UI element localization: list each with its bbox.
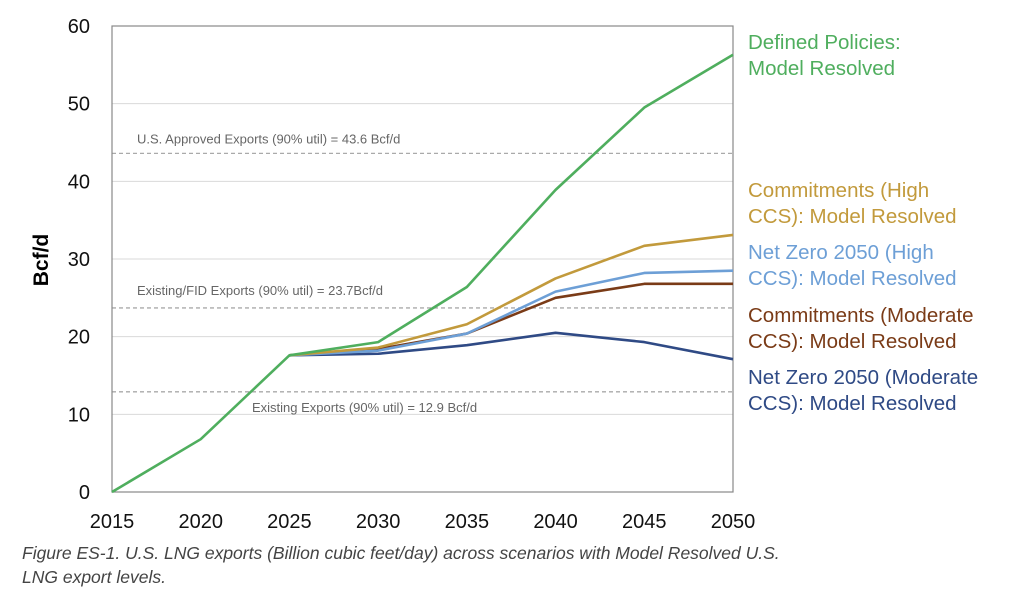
y-tick-label: 20 xyxy=(68,327,90,349)
y-tick-label: 60 xyxy=(68,16,90,38)
legend-entry: Commitments (High CCS): Model Resolved xyxy=(748,178,957,230)
x-tick-label: 2025 xyxy=(267,511,312,533)
series-line xyxy=(289,331,734,361)
figure-caption: Figure ES-1. U.S. LNG exports (Billion c… xyxy=(22,541,982,589)
legend-entry-line: CCS): Model Resolved xyxy=(748,205,957,228)
caption-line-1: Figure ES-1. U.S. LNG exports (Billion c… xyxy=(22,543,780,563)
legend-entry-line: Defined Policies: xyxy=(748,31,901,54)
caption-line-2: LNG export levels. xyxy=(22,567,166,587)
series-line xyxy=(289,233,734,357)
y-tick-label: 30 xyxy=(68,249,90,271)
x-tick-label: 2050 xyxy=(711,511,756,533)
y-tick-label: 10 xyxy=(68,404,90,426)
legend-entry: Commitments (Moderate CCS): Model Resolve… xyxy=(748,303,974,355)
series-line xyxy=(111,53,734,494)
x-tick-label: 2030 xyxy=(356,511,401,533)
legend-entry: Net Zero 2050 (High CCS): Model Resolved xyxy=(748,240,957,292)
x-tick-label: 2045 xyxy=(622,511,667,533)
y-tick-label: 50 xyxy=(68,94,90,116)
legend-entry-line: Commitments (Moderate xyxy=(748,304,974,327)
x-tick-label: 2015 xyxy=(90,511,135,533)
legend-entry: Defined Policies: Model Resolved xyxy=(748,30,901,82)
y-axis-label: Bcf/d xyxy=(30,234,53,287)
legend-entry-line: CCS): Model Resolved xyxy=(748,267,957,290)
reference-line-label: Existing Exports (90% util) = 12.9 Bcf/d xyxy=(252,400,477,415)
x-tick-label: 2020 xyxy=(178,511,223,533)
reference-line-label: Existing/FID Exports (90% util) = 23.7Bc… xyxy=(137,283,383,298)
legend-entry-line: Net Zero 2050 (High xyxy=(748,241,934,264)
legend-entry-line: Commitments (High xyxy=(748,179,930,202)
legend-entry-line: Model Resolved xyxy=(748,57,895,80)
legend-entry-line: CCS): Model Resolved xyxy=(748,330,957,353)
y-tick-label: 0 xyxy=(79,482,90,504)
legend-entry-line: Net Zero 2050 (Moderate xyxy=(748,366,979,389)
legend-entry-line: CCS): Model Resolved xyxy=(748,392,957,415)
x-tick-label: 2040 xyxy=(533,511,578,533)
legend-entry: Net Zero 2050 (Moderate CCS): Model Resol… xyxy=(748,365,978,417)
series-line xyxy=(289,269,734,357)
y-tick-label: 40 xyxy=(68,171,90,193)
x-tick-label: 2035 xyxy=(445,511,490,533)
plot-area-border xyxy=(111,25,734,493)
reference-line-label: U.S. Approved Exports (90% util) = 43.6 … xyxy=(137,131,400,146)
